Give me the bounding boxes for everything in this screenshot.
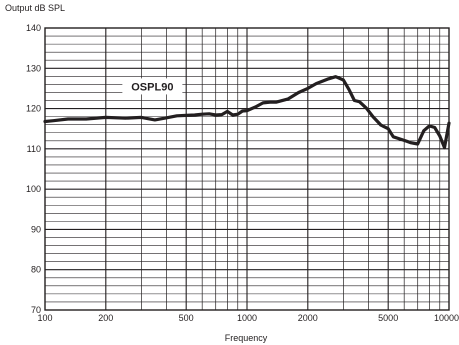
y-tick-label: 140 <box>26 23 41 33</box>
y-tick-label: 100 <box>26 184 41 194</box>
x-axis-title: Frequency <box>225 333 268 343</box>
x-tick-label: 10000 <box>434 313 459 323</box>
tick-labels: 70 80 90 100 110 120 130 140 100 200 500 1000 2000 50… <box>26 23 459 323</box>
y-tick-label: 80 <box>31 265 41 275</box>
series-line-ospl90 <box>43 75 451 150</box>
plot-frame <box>44 27 450 311</box>
y-tick-label: 90 <box>31 224 41 234</box>
x-tick-label: 200 <box>98 313 113 323</box>
grid <box>45 28 449 310</box>
y-axis-title: Output dB SPL <box>5 3 65 13</box>
y-tick-label: 120 <box>26 104 41 114</box>
annotation-background <box>122 78 183 95</box>
x-tick-label: 5000 <box>378 313 398 323</box>
ospl90-annotation: OSPL90 <box>131 81 173 93</box>
y-tick-label: 130 <box>26 63 41 73</box>
y-tick-label: 110 <box>27 144 41 154</box>
series-layer <box>43 75 451 150</box>
x-tick-label: 500 <box>179 313 194 323</box>
x-tick-label: 100 <box>37 313 52 323</box>
x-tick-label: 1000 <box>237 313 257 323</box>
x-tick-label: 2000 <box>298 313 318 323</box>
y-tick-label: 70 <box>31 305 41 315</box>
